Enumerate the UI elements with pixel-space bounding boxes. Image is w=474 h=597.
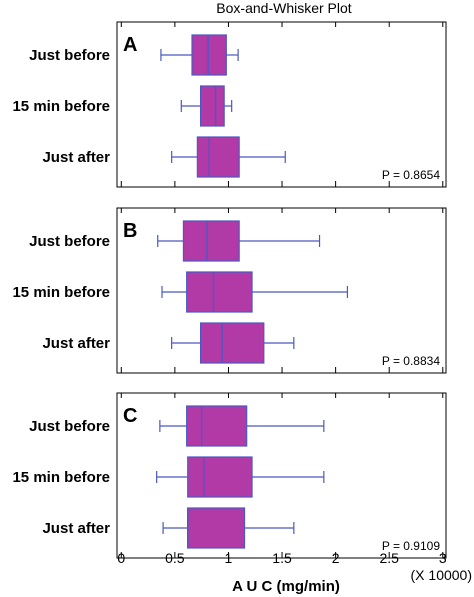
p-value: P = 0.8834 [382,354,440,368]
panel-frame [116,392,447,559]
iqr-box [187,507,246,549]
iqr-box [191,34,227,76]
panels-layer: A P = 0.8654 Just before 15 min before Just … [12,21,447,559]
category-label: Just after [42,520,110,537]
x-axis-label: A U C (mg/min) [232,578,340,595]
category-label: Just before [29,418,110,435]
x-tick-label: 1 [225,550,233,566]
box-row: 15 min before [12,85,233,127]
p-value: P = 0.9109 [382,539,440,553]
category-label: 15 min before [12,284,110,301]
x-tick-label: 2.5 [379,550,399,566]
category-label: Just before [29,47,110,64]
panel-a: A P = 0.8654 Just before 15 min before Just … [12,21,447,188]
category-label: 15 min before [12,469,110,486]
box-row: Just before [29,220,321,262]
iqr-box [196,136,240,178]
box-row: Just before [29,405,325,447]
panel-letter: A [123,34,137,56]
box-row: 15 min before [12,271,349,313]
box-row: Just after [42,507,295,549]
x-tick-label: 3 [439,550,447,566]
p-value: P = 0.8654 [382,168,440,182]
x-axis-multiplier: (X 10000) [411,567,472,583]
category-label: 15 min before [12,98,110,115]
x-axis: 0 0.5 1 1.5 2 2.5 3 [117,550,446,566]
box-row: Just after [42,136,286,178]
x-tick-label: 2 [332,550,340,566]
chart-title: Box-and-Whisker Plot [216,0,351,16]
panel-b: B P = 0.8834 Just before 15 min before Just … [12,207,447,374]
x-tick-label: 1.5 [272,550,292,566]
panel-letter: B [123,220,137,242]
x-tick-label: 0 [117,550,125,566]
panel-frame [116,21,447,188]
panel-frame [116,207,447,374]
panel-c: C P = 0.9109 Just before 15 min before Just … [12,392,447,559]
iqr-box [187,456,253,498]
panel-letter: C [123,405,137,427]
box-row: Just after [42,322,295,364]
iqr-box [199,85,225,127]
category-label: Just after [42,335,110,352]
category-label: Just after [42,149,110,166]
box-row: Just before [29,34,239,76]
iqr-box [182,220,240,262]
iqr-box [199,322,265,364]
box-row: 15 min before [12,456,325,498]
iqr-box [186,405,248,447]
iqr-box [186,271,253,313]
category-label: Just before [29,233,110,250]
x-tick-label: 0.5 [165,550,185,566]
